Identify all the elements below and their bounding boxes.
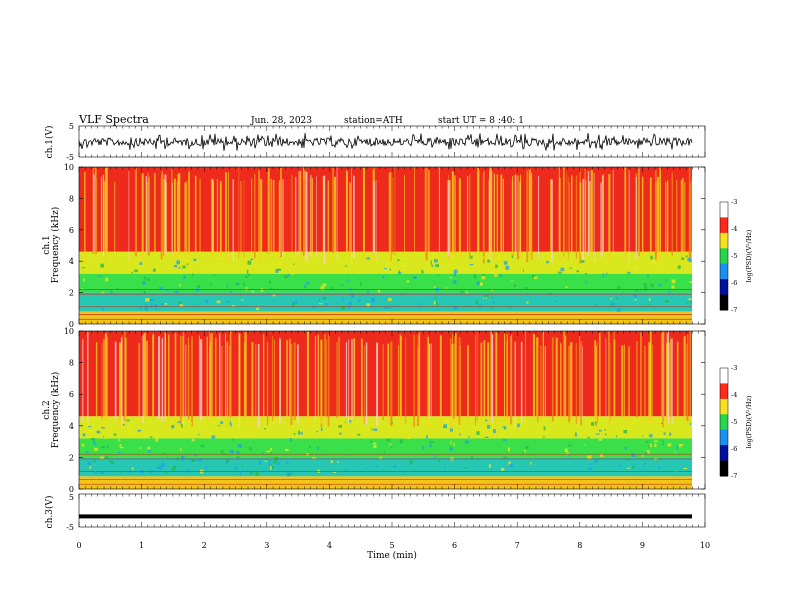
station-label: station=ATH [344, 116, 403, 126]
ch1-spectrogram-ytick: 6 [69, 226, 74, 235]
ch1-spectrogram-panel: 10 8 6 4 2 0 ch.1 Frequency (kHz) -3 -4 -5 -6 -7 l… [42, 163, 753, 329]
ch1-colorbar-tick: -7 [731, 306, 737, 314]
ch1-colorbar-swatch [720, 248, 728, 265]
time-axis-tick-label: 9 [640, 541, 645, 550]
ch2-spectrogram-image [79, 331, 705, 489]
ch2-spectrogram-ytick: 2 [69, 453, 74, 462]
ch1-spectrogram-green-band [79, 273, 692, 293]
ch3-ytick-top: 5 [69, 493, 74, 502]
ch3-ylabel: ch.3(V) [44, 496, 55, 529]
ch1-colorbar-swatch [720, 232, 728, 249]
ch1-ytick-top: 5 [69, 122, 74, 131]
ch1-spectrogram-image [79, 167, 705, 324]
ch2-spectrogram-yellow-band [79, 416, 692, 439]
ch1-ytick-bottom: -5 [66, 153, 74, 162]
ch1-channel-label: ch.1 [42, 235, 52, 254]
ch1-spectrogram-ytick: 2 [69, 289, 74, 298]
ch1-colorbar-tick: -3 [731, 198, 737, 206]
time-axis-xlabel: Time (min) [367, 550, 417, 561]
start-time-label: start UT = 8 :40: 1 [438, 116, 524, 126]
ch2-spectrogram-ytick: 4 [69, 422, 74, 431]
ch1-colorbar-tick: -6 [731, 279, 737, 287]
time-axis-tick-label: 5 [389, 541, 394, 550]
ch2-colorbar-tick: -7 [731, 472, 737, 480]
ch1-colorbar-swatch [720, 202, 728, 218]
ch1-spectrogram-yellow-band [79, 251, 692, 274]
time-axis-tick-label: 0 [76, 541, 81, 550]
figure-title: VLF Spectra [78, 113, 149, 126]
time-axis-tick-label: 2 [202, 541, 207, 550]
ch1-spectrogram-ytick: 0 [69, 320, 74, 329]
date-label: Jun. 28, 2023 [250, 116, 312, 126]
ch2-colorbar-tick: -5 [731, 418, 737, 426]
ch2-colorbar-swatch [720, 445, 728, 461]
ch1-colorbar: -3 -4 -5 -6 -7 log(PSD)(V²/Hz) [719, 198, 753, 314]
ch1-colorbar-tick: -5 [731, 252, 737, 260]
time-axis-labels: 0 1 2 3 4 5 6 7 8 9 10 [76, 541, 710, 550]
ch2-colorbar-tick: -6 [731, 445, 737, 453]
ch1-colorbar-label: log(PSD)(V²/Hz) [745, 229, 753, 282]
ch1-colorbar-swatch [720, 294, 728, 311]
ch2-spectrogram-ytick: 8 [69, 359, 74, 368]
ch2-spectrogram-ytick: 6 [69, 390, 74, 399]
ch2-spectrogram-panel: 10 8 6 4 2 0 ch.2 Frequency (kHz) -3 -4 -5 -6 -7 l… [42, 327, 753, 494]
ch3-waveform-panel: 5 -5 ch.3(V) [44, 493, 706, 532]
ch2-spectrogram-ytick: 10 [64, 327, 74, 336]
ch1-spectrogram-red-band [79, 167, 692, 252]
time-axis-tick-label: 7 [515, 541, 520, 550]
time-axis-tick-label: 8 [577, 541, 582, 550]
ch1-colorbar-swatch [720, 279, 728, 295]
ch3-waveform-trace [79, 514, 692, 519]
ch2-colorbar-swatch [720, 368, 728, 384]
ch2-colorbar-tick: -3 [731, 364, 737, 372]
ch1-ylabel: ch.1(V) [44, 126, 55, 159]
time-axis-tick-label: 6 [452, 541, 457, 550]
ch1-spectrogram-ytick: 10 [64, 163, 74, 172]
ch1-colorbar-swatch [720, 217, 728, 234]
time-axis-tick-label: 10 [700, 541, 710, 550]
ch1-spectrogram-ytick: 4 [69, 257, 74, 266]
ch2-channel-label: ch.2 [42, 400, 52, 419]
ch2-colorbar-tick: -4 [731, 391, 737, 399]
time-axis-tick-label: 1 [139, 541, 144, 550]
ch2-colorbar-swatch [720, 398, 728, 415]
ch2-colorbar-swatch [720, 414, 728, 431]
ch2-colorbar: -3 -4 -5 -6 -7 log(PSD)(V²/Hz) [719, 364, 753, 480]
time-axis-ticks [78, 126, 706, 527]
ch1-frequency-ylabel: Frequency (kHz) [50, 207, 61, 284]
ch1-waveform-panel: 5 -5 ch.1(V) [44, 122, 706, 162]
ch2-frequency-ylabel: Frequency (kHz) [50, 372, 61, 449]
time-axis-tick-label: 3 [264, 541, 269, 550]
ch2-spectrogram-cyan-band [79, 457, 692, 477]
ch2-spectrogram-ytick: 0 [69, 485, 74, 494]
ch2-colorbar-label: log(PSD)(V²/Hz) [745, 395, 753, 448]
ch1-colorbar-swatch [720, 263, 728, 280]
time-axis-tick-label: 4 [327, 541, 332, 550]
ch1-spectrogram-ytick: 8 [69, 194, 74, 203]
ch3-ytick-bottom: -5 [66, 523, 74, 532]
ch1-waveform-trace [78, 132, 693, 151]
ch1-colorbar-tick: -4 [731, 225, 737, 233]
ch2-colorbar-swatch [720, 460, 728, 477]
ch2-colorbar-swatch [720, 383, 728, 400]
ch2-colorbar-swatch [720, 429, 728, 446]
